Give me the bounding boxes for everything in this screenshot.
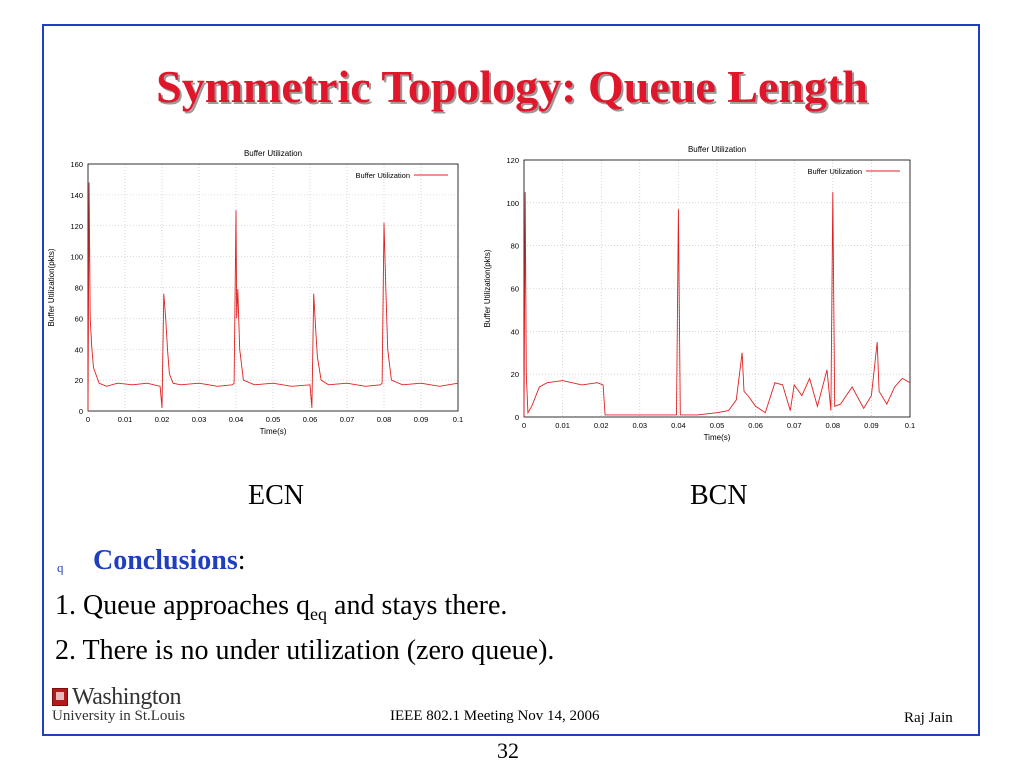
y-tick-label: 140	[70, 191, 83, 200]
x-tick-label: 0.09	[414, 415, 429, 424]
y-tick-label: 60	[511, 285, 519, 294]
bcn-chart: 0 20 40 60 80 100 120 0 0.01 0.02 0.03 0.04 0.05 0.06…	[483, 145, 915, 442]
x-axis-label: Time(s)	[260, 427, 287, 436]
y-tick-label: 40	[511, 327, 519, 336]
y-tick-label: 0	[79, 407, 83, 416]
crest-icon	[52, 688, 68, 706]
chart-title: Buffer Utilization	[688, 145, 746, 154]
x-tick-label: 0.07	[340, 415, 355, 424]
ecn-caption: ECN	[248, 480, 304, 511]
x-tick-label: 0.04	[671, 421, 686, 430]
footer-author: Raj Jain	[904, 710, 953, 726]
y-tick-label: 120	[70, 222, 83, 231]
logo-line-2: University in St.Louis	[52, 708, 185, 724]
x-tick-label: 0	[522, 421, 526, 430]
conclusions-colon: :	[237, 545, 246, 576]
conclusions-label: Conclusions	[93, 545, 238, 576]
x-tick-label: 0.09	[864, 421, 879, 430]
chart-title: Buffer Utilization	[244, 149, 302, 158]
logo-line-1: Washington	[72, 684, 182, 710]
page-number: 32	[497, 738, 519, 763]
y-axis-label: Buffer Utilization(pkts)	[483, 249, 492, 327]
series-line	[87, 182, 459, 412]
y-tick-label: 100	[506, 199, 519, 208]
conclusion-line-2: 2. There is no under utilization (zero q…	[55, 635, 555, 666]
x-tick-label: 0.03	[632, 421, 647, 430]
x-tick-label: 0.02	[155, 415, 170, 424]
legend-label: Buffer Utilization	[356, 171, 410, 180]
bcn-caption: BCN	[690, 480, 748, 511]
university-logo: Washington University in St.Louis	[52, 684, 192, 728]
slide-title: Symmetric Topology: Queue Length	[156, 61, 868, 112]
x-tick-label: 0.08	[377, 415, 392, 424]
y-tick-label: 80	[75, 284, 83, 293]
x-tick-label: 0.05	[710, 421, 725, 430]
y-tick-label: 0	[515, 413, 519, 422]
x-tick-label: 0.05	[266, 415, 281, 424]
x-tick-label: 0.07	[787, 421, 802, 430]
conclusion-line-1: 1. Queue approaches qeq and stays there.	[55, 590, 507, 625]
x-tick-label: 0.1	[453, 415, 463, 424]
ecn-chart: 0 20 40 60 80 100 120 140 160 0 0.01 0.02 0.03 0.04 0.…	[47, 149, 463, 436]
plot-frame	[523, 159, 911, 418]
slide-frame	[42, 24, 980, 736]
series-line	[523, 192, 911, 418]
y-tick-label: 20	[75, 376, 83, 385]
bullet-icon: q	[57, 560, 64, 575]
x-tick-label: 0.1	[905, 421, 915, 430]
plot-frame	[87, 163, 459, 412]
y-axis-label: Buffer Utilization(pkts)	[47, 248, 56, 326]
y-tick-label: 160	[70, 160, 83, 169]
conclusions-heading: Conclusions:	[93, 545, 246, 577]
x-axis-label: Time(s)	[704, 433, 731, 442]
y-tick-label: 120	[506, 156, 519, 165]
footer-center: IEEE 802.1 Meeting Nov 14, 2006	[390, 708, 600, 724]
x-tick-label: 0.06	[748, 421, 763, 430]
x-tick-label: 0.08	[825, 421, 840, 430]
y-tick-label: 40	[75, 345, 83, 354]
x-tick-label: 0.06	[303, 415, 318, 424]
line1-sub: eq	[310, 604, 328, 624]
x-tick-label: 0.04	[229, 415, 244, 424]
x-tick-label: 0	[86, 415, 90, 424]
y-tick-label: 20	[511, 370, 519, 379]
y-tick-label: 60	[75, 314, 83, 323]
line1-post: and stays there.	[327, 590, 508, 621]
line1-pre: 1. Queue approaches q	[55, 590, 311, 621]
y-tick-label: 100	[70, 253, 83, 262]
x-tick-label: 0.02	[594, 421, 609, 430]
x-tick-label: 0.03	[192, 415, 207, 424]
y-tick-label: 80	[511, 242, 519, 251]
x-tick-label: 0.01	[118, 415, 133, 424]
legend-label: Buffer Utilization	[808, 167, 862, 176]
x-tick-label: 0.01	[555, 421, 570, 430]
